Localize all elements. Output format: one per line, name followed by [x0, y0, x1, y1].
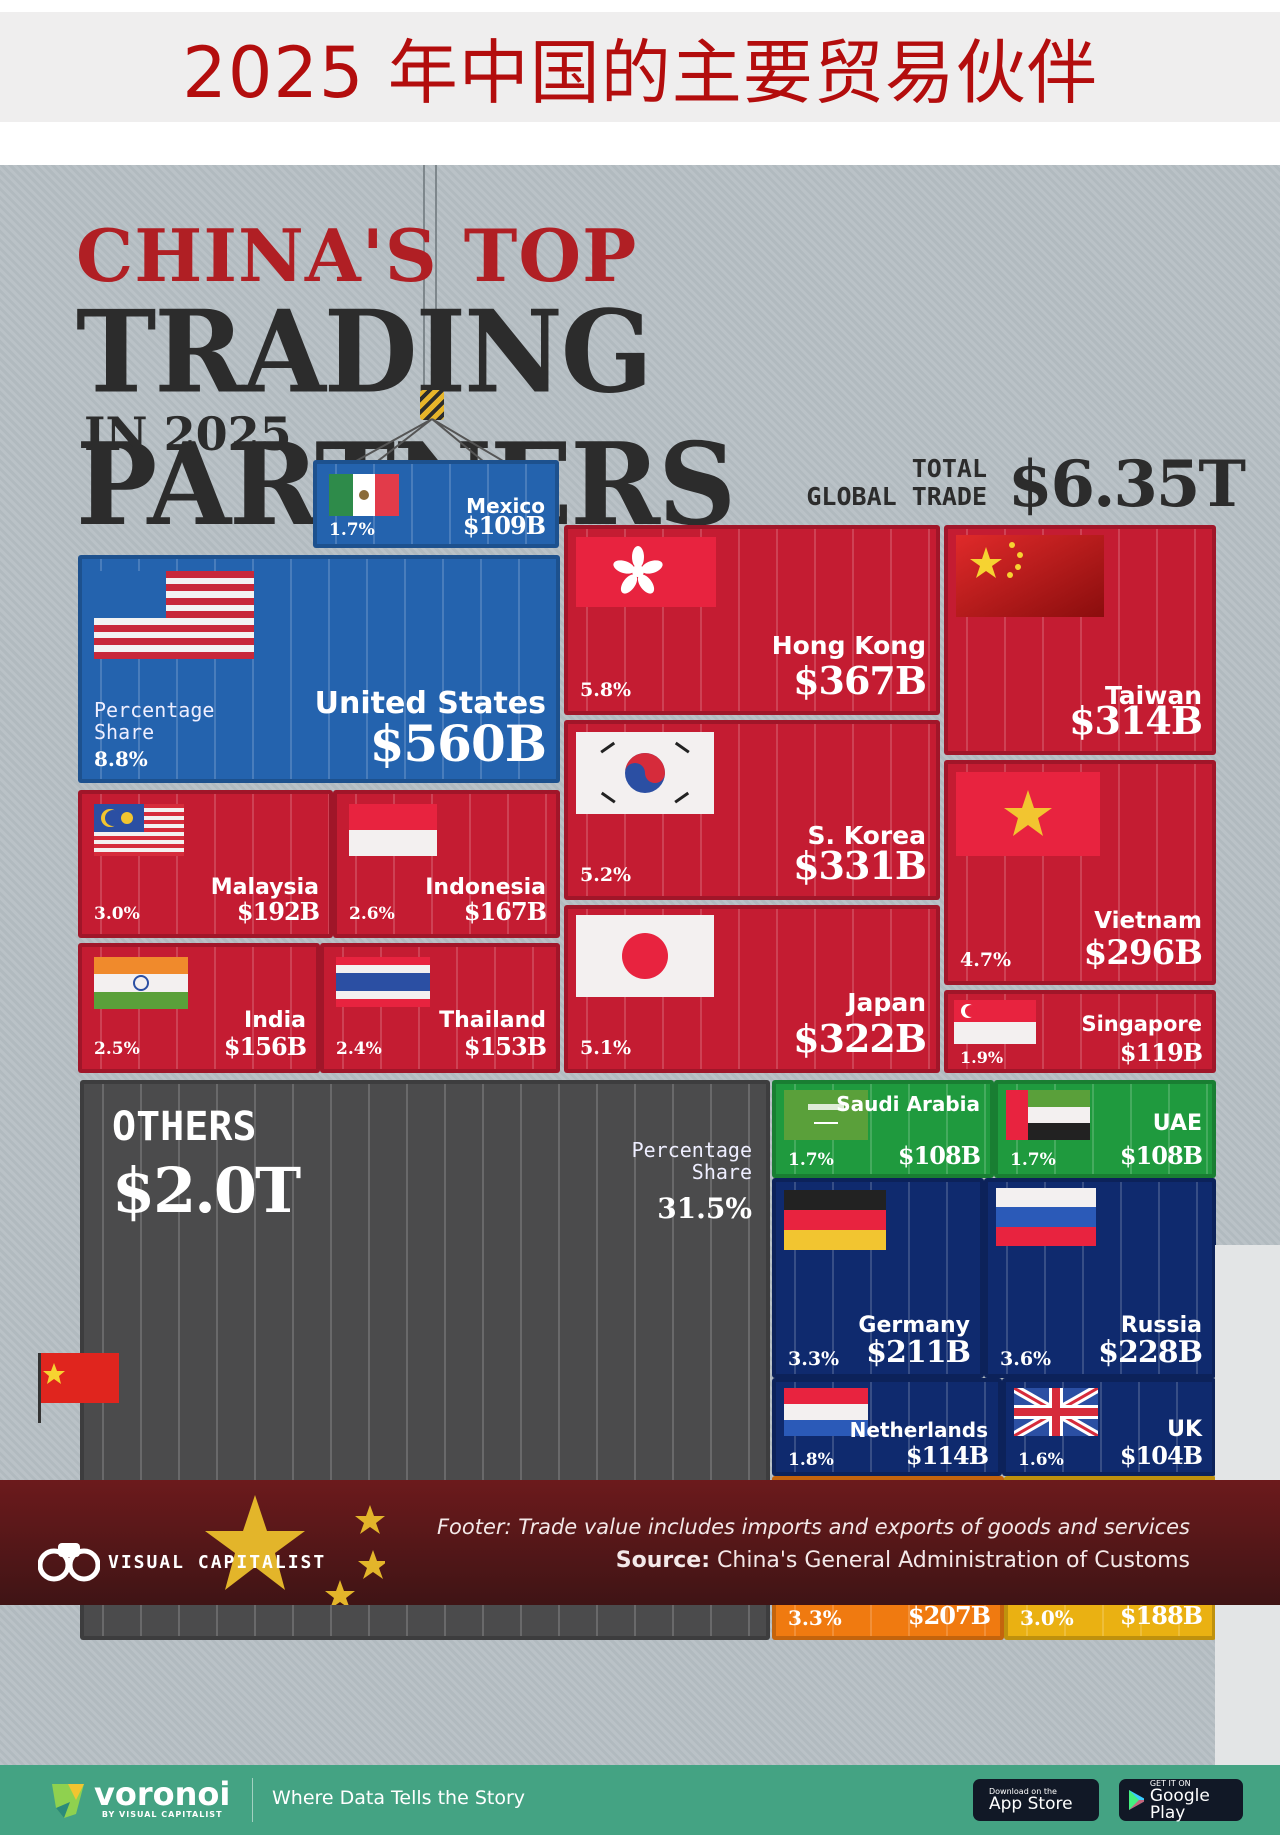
container-thailand: Thailand $153B 2.4% [320, 943, 560, 1073]
container-india: India $156B 2.5% [78, 943, 320, 1073]
footer-note: Footer: Trade value includes imports and… [436, 1515, 1190, 1539]
cables-icon [337, 418, 521, 472]
title-line2: TRADING PARTNERS [76, 286, 736, 552]
tagline: Where Data Tells the Story [272, 1787, 526, 1809]
chinese-title-bar: 2025 年中国的主要贸易伙伴 [0, 12, 1280, 122]
container-saudi-arabia: Saudi Arabia $108B 1.7% [772, 1080, 994, 1178]
container-mexico: Mexico $109B 1.7% [313, 460, 559, 548]
container-hong-kong: Hong Kong $367B 5.8% [564, 525, 940, 715]
container-singapore: Singapore $119B 1.9% [944, 990, 1216, 1073]
visual-capitalist-logo: VISUAL CAPITALIST [38, 1537, 326, 1587]
germany-flag-icon [784, 1190, 886, 1250]
crane-rope [423, 165, 425, 390]
vietnam-flag-icon [956, 772, 1100, 856]
uae-flag-icon [1006, 1090, 1090, 1140]
thailand-flag-icon [336, 957, 430, 1007]
hong-kong-flag-icon [576, 537, 716, 607]
total-value: $6.35T [1008, 447, 1246, 522]
mexico-flag-icon [329, 474, 399, 516]
container-netherlands: Netherlands $114B 1.8% [772, 1378, 1002, 1476]
container-united-states: United States $560B Percentage Share 8.8… [78, 555, 560, 783]
title-line3: IN 2025 [84, 407, 292, 461]
netherlands-flag-icon [784, 1388, 868, 1436]
india-flag-icon [94, 957, 188, 1009]
south-korea-flag-icon [576, 732, 714, 814]
crane-rope [435, 165, 437, 390]
container-taiwan: Taiwan $314B [944, 525, 1216, 755]
google-play-icon [1129, 1790, 1144, 1810]
china-flag-pole-icon [38, 1353, 119, 1423]
container-russia: Russia $228B 3.6% [984, 1178, 1216, 1378]
container-vietnam: Vietnam $296B 4.7% [944, 760, 1216, 985]
container-malaysia: Malaysia $192B 3.0% [78, 790, 333, 938]
china-stars-icon [205, 1495, 385, 1605]
russia-flag-icon [996, 1188, 1096, 1246]
indonesia-flag-icon [349, 804, 437, 856]
binoculars-icon [38, 1543, 100, 1582]
chinese-title: 2025 年中国的主要贸易伙伴 [182, 31, 1098, 114]
divider [252, 1778, 253, 1822]
container-indonesia: Indonesia $167B 2.6% [333, 790, 560, 938]
app-store-button[interactable]: Download on the App Store [973, 1779, 1099, 1821]
container-uae: UAE $108B 1.7% [994, 1080, 1216, 1178]
china-flag-icon [956, 535, 1104, 617]
singapore-flag-icon [954, 1000, 1036, 1044]
japan-flag-icon [576, 915, 714, 997]
footer-source: Source: China's General Administration o… [615, 1548, 1190, 1573]
uk-flag-icon [1014, 1388, 1098, 1436]
total-label: TOTAL GLOBAL TRADE [806, 454, 987, 511]
usa-flag-icon [94, 571, 254, 659]
saudi-arabia-flag-icon [784, 1090, 868, 1140]
container-germany: Germany $211B 3.3% [772, 1178, 984, 1378]
crane-hook-icon [420, 390, 444, 420]
voronoi-logo[interactable]: voronoi BY VISUAL CAPITALIST [50, 1778, 230, 1819]
container-uk: UK $104B 1.6% [1002, 1378, 1216, 1476]
title-line1: CHINA'S TOP [76, 213, 638, 298]
container-s-korea: S. Korea $331B 5.2% [564, 720, 940, 900]
voronoi-icon [52, 1783, 84, 1818]
google-play-button[interactable]: GET IT ON Google Play [1119, 1779, 1243, 1821]
container-japan: Japan $322B 5.1% [564, 905, 940, 1073]
footer-band [0, 1480, 1280, 1605]
malaysia-flag-icon [94, 804, 184, 856]
